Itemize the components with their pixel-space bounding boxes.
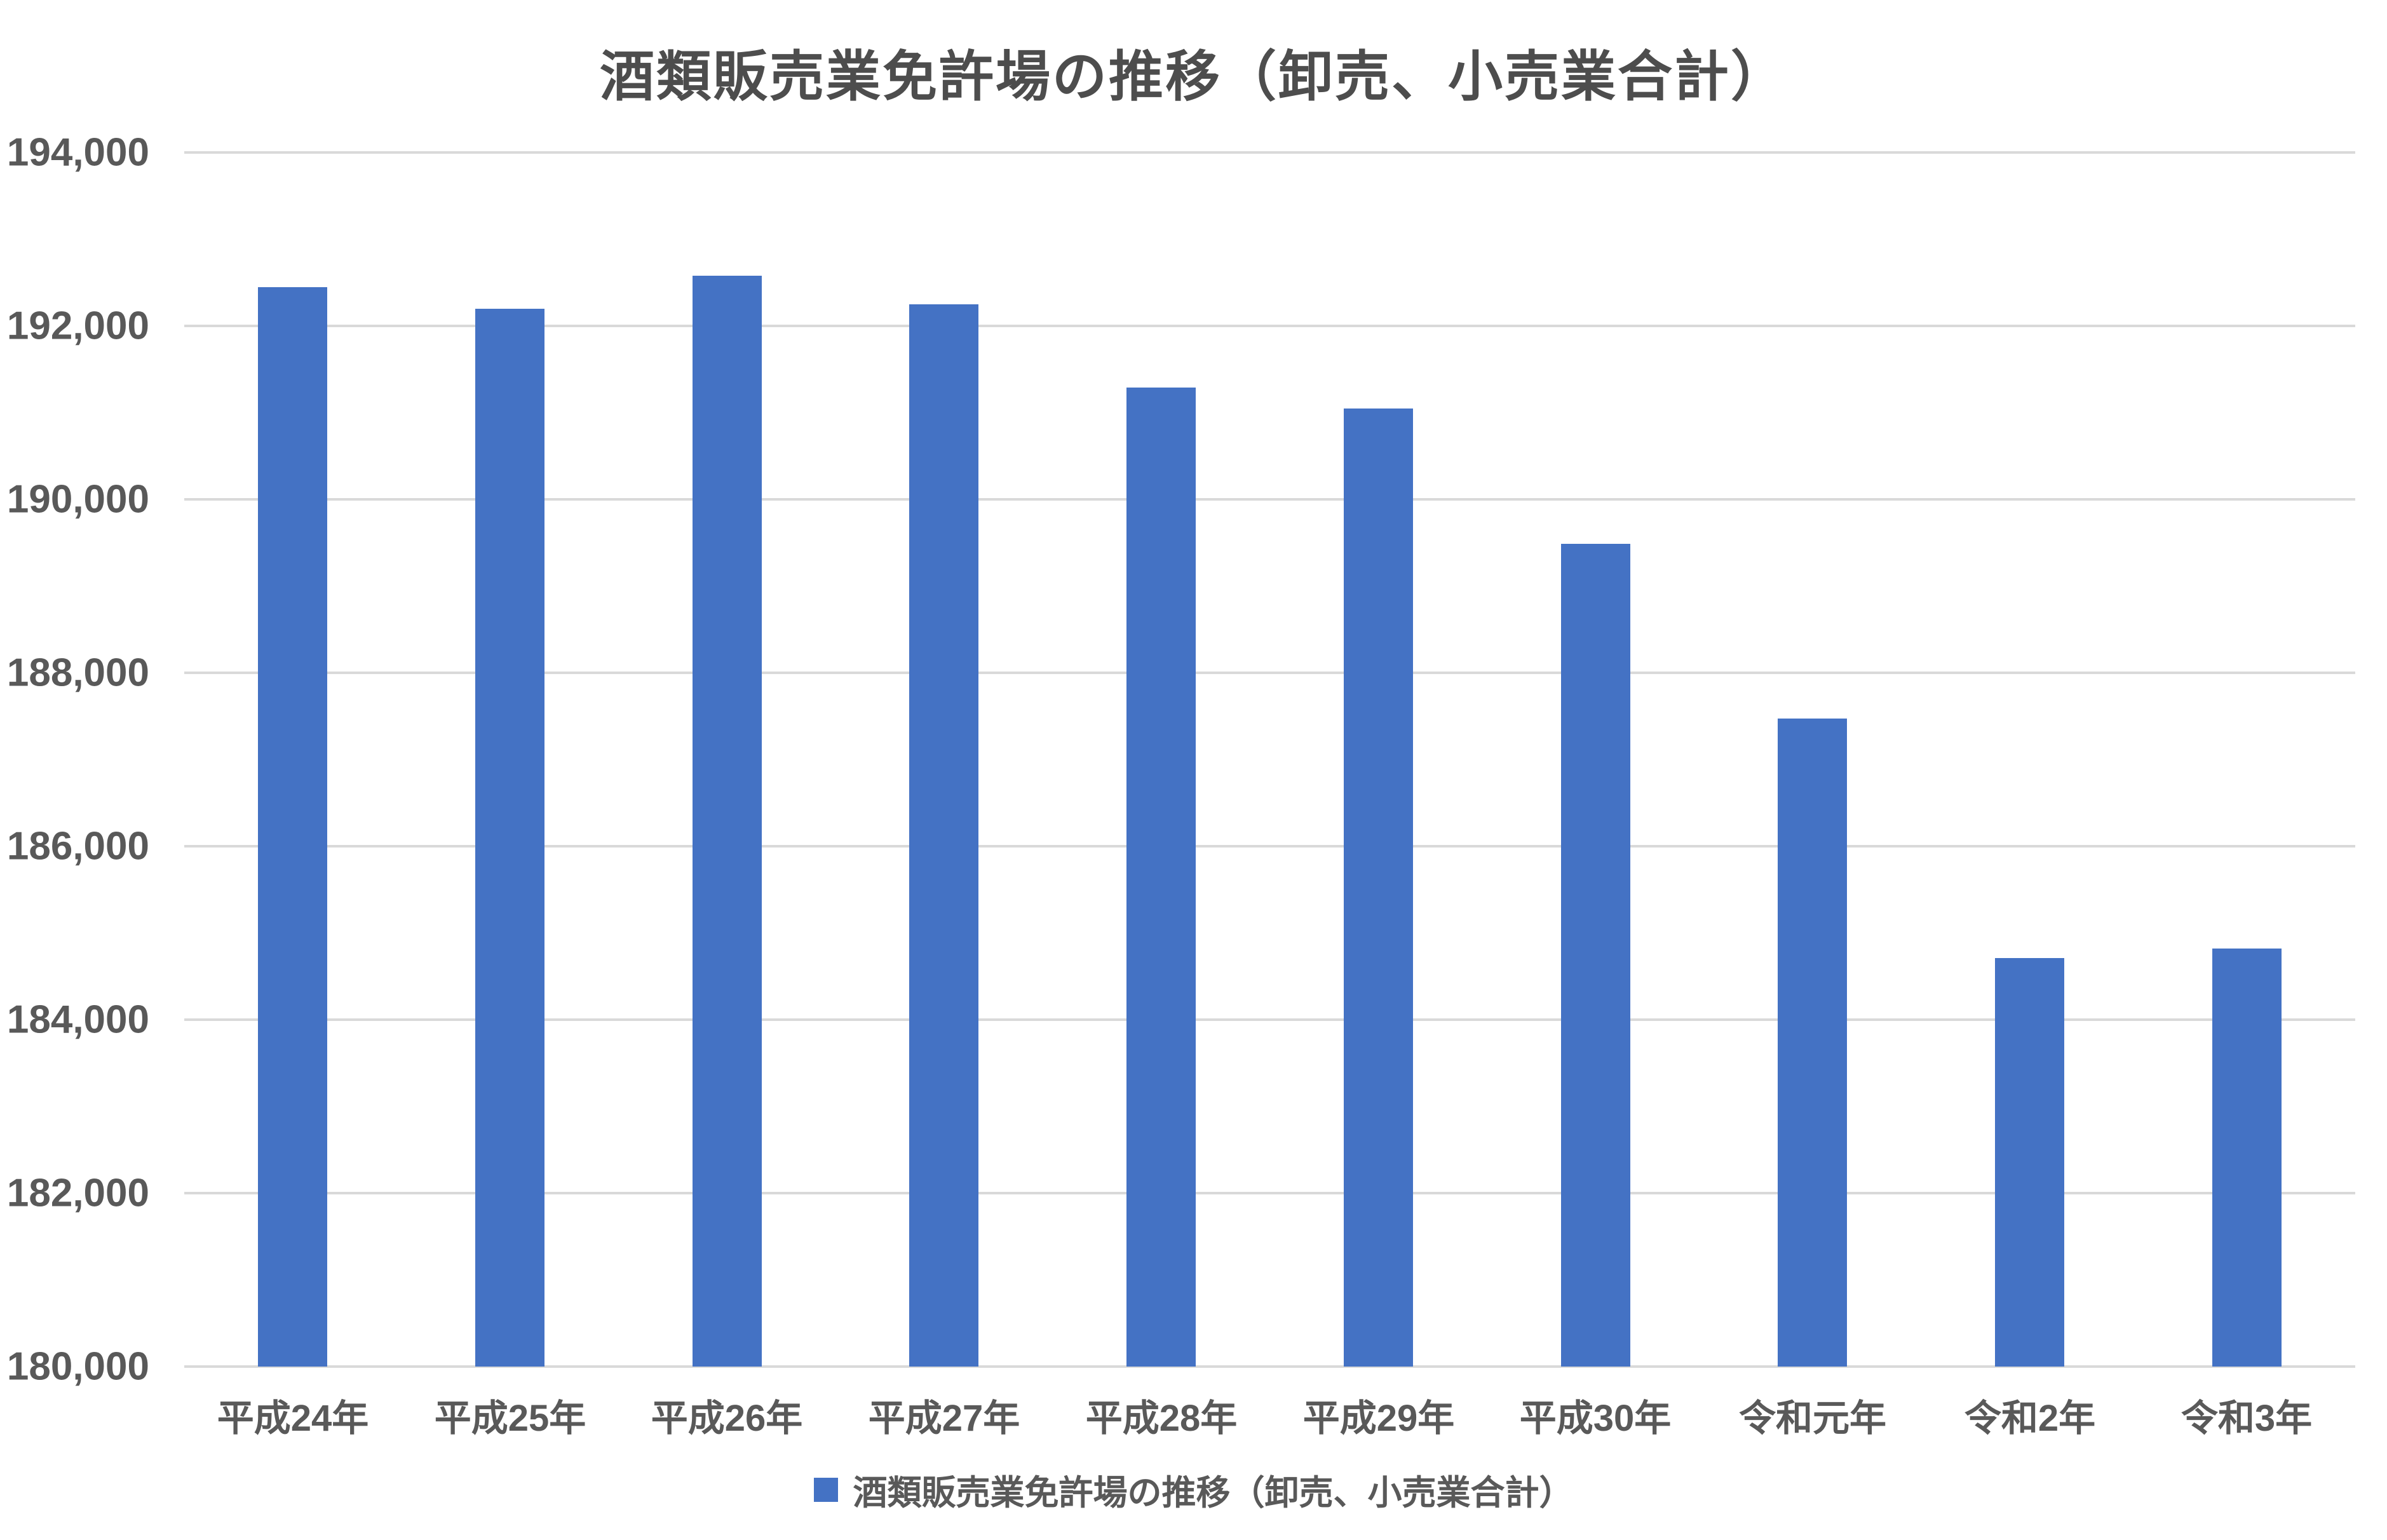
y-tick-label: 186,000 bbox=[6, 824, 149, 868]
gridline bbox=[184, 498, 2355, 501]
x-tick-label: 令和3年 bbox=[2181, 1398, 2313, 1439]
x-tick-label: 平成27年 bbox=[868, 1398, 1020, 1439]
x-tick-label: 平成28年 bbox=[1085, 1398, 1238, 1439]
bar-平成30年 bbox=[1561, 544, 1630, 1367]
x-axis: 平成24年 平成25年 平成26年 平成27年 平成28年 平成29年 平成30年 令和元年 令… bbox=[184, 1388, 2355, 1452]
bar-平成26年 bbox=[693, 276, 762, 1367]
y-tick-label: 192,000 bbox=[6, 304, 149, 348]
bar-平成29年 bbox=[1344, 409, 1413, 1367]
bar-平成24年 bbox=[258, 287, 327, 1367]
x-tick-label: 平成30年 bbox=[1519, 1398, 1672, 1439]
bar-令和元年 bbox=[1778, 719, 1847, 1367]
x-tick-label: 平成25年 bbox=[434, 1398, 586, 1439]
x-tick-label: 平成24年 bbox=[217, 1398, 369, 1439]
gridline bbox=[184, 1365, 2355, 1368]
bar-平成28年 bbox=[1126, 388, 1196, 1367]
gridline bbox=[184, 672, 2355, 674]
chart-title: 酒類販売業免許場の推移（卸売、小売業合計） bbox=[600, 46, 1787, 107]
x-tick-label: 令和元年 bbox=[1738, 1398, 1886, 1439]
legend: 酒類販売業免許場の推移（卸売、小売業合計） bbox=[0, 1464, 2387, 1515]
x-tick-label: 平成29年 bbox=[1302, 1398, 1455, 1439]
gridline bbox=[184, 325, 2355, 327]
plot-area bbox=[184, 151, 2355, 1368]
y-tick-label: 182,000 bbox=[6, 1171, 149, 1215]
gridline bbox=[184, 845, 2355, 848]
gridline bbox=[184, 151, 2355, 154]
y-tick-label: 184,000 bbox=[6, 997, 149, 1042]
gridline bbox=[184, 1018, 2355, 1021]
y-axis: 194,000 192,000 190,000 188,000 186,000 184,0… bbox=[0, 131, 149, 1389]
bar-平成27年 bbox=[909, 304, 978, 1367]
legend-label: 酒類販売業免許場の推移（卸売、小売業合計） bbox=[853, 1474, 1574, 1512]
x-tick-label: 令和2年 bbox=[1964, 1398, 2096, 1439]
y-tick-label: 188,000 bbox=[6, 651, 149, 695]
x-tick-label: 平成26年 bbox=[651, 1398, 803, 1439]
legend-marker-icon bbox=[813, 1477, 838, 1502]
bar-令和2年 bbox=[1995, 958, 2064, 1367]
gridline bbox=[184, 1192, 2355, 1194]
bar-平成25年 bbox=[475, 309, 544, 1367]
y-tick-label: 180,000 bbox=[6, 1344, 149, 1389]
y-tick-label: 190,000 bbox=[6, 477, 149, 522]
y-tick-label: 194,000 bbox=[6, 130, 149, 175]
bar-令和3年 bbox=[2212, 949, 2282, 1367]
